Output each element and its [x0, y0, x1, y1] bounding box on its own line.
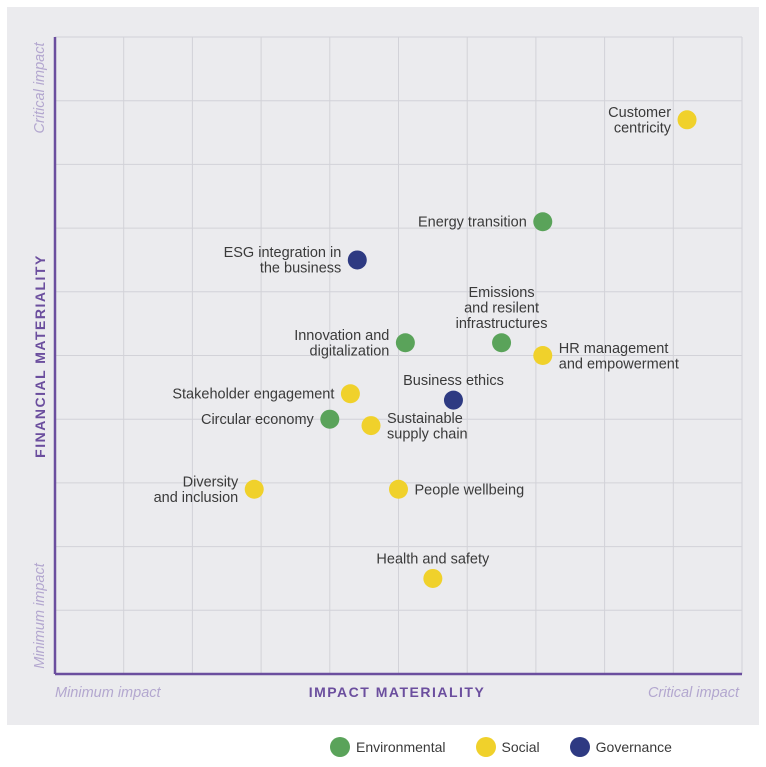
data-point-label: Innovation and digitalization	[294, 328, 389, 360]
legend-label-social: Social	[501, 739, 540, 755]
data-point-label: Stakeholder engagement	[172, 387, 334, 403]
y-min-label: Minimum impact	[32, 562, 48, 669]
data-point	[347, 250, 367, 270]
data-point	[492, 333, 512, 353]
legend-swatch-governance	[569, 737, 590, 757]
data-point-label: People wellbeing	[415, 482, 525, 498]
legend-item-governance: Governance	[569, 737, 672, 757]
data-point-label: Emissions and resilent infrastructures	[456, 285, 548, 332]
legend-item-social: Social	[475, 737, 540, 757]
legend-label-environmental: Environmental	[356, 739, 446, 755]
data-point-label: Health and safety	[376, 551, 490, 567]
data-point	[443, 390, 463, 410]
x-min-label: Minimum impact	[55, 685, 162, 701]
data-point	[395, 333, 415, 353]
data-point	[423, 568, 443, 588]
legend-swatch-social	[475, 737, 496, 757]
data-point-label: Customer centricity	[608, 105, 672, 137]
data-point-label: HR management and empowerment	[559, 341, 679, 373]
data-point-label: Business ethics	[403, 373, 504, 389]
x-axis-title: IMPACT MATERIALITY	[309, 684, 486, 700]
data-point-label: Diversity and inclusion	[154, 475, 239, 507]
data-point-label: Circular economy	[201, 412, 315, 428]
data-point	[677, 110, 697, 130]
legend-item-environmental: Environmental	[330, 737, 446, 757]
legend: Environmental Social Governance	[330, 735, 672, 759]
data-point	[361, 416, 381, 436]
data-point	[244, 479, 264, 499]
data-point-label: ESG integration in the business	[224, 245, 342, 277]
data-points: Customer centricity Energy transition ESG i…	[154, 105, 697, 588]
data-point	[340, 384, 360, 404]
data-point	[389, 479, 408, 499]
data-point	[533, 212, 553, 232]
data-point-label: Sustainable supply chain	[387, 411, 468, 443]
y-max-label: Critical impact	[32, 42, 48, 134]
data-point-label: Energy transition	[418, 215, 527, 231]
data-point	[320, 409, 340, 429]
data-point	[533, 346, 553, 365]
legend-swatch-environmental	[330, 737, 350, 757]
y-axis-title: FINANCIAL MATERIALITY	[32, 254, 48, 458]
x-max-label: Critical impact	[648, 685, 740, 701]
legend-label-governance: Governance	[595, 739, 672, 755]
